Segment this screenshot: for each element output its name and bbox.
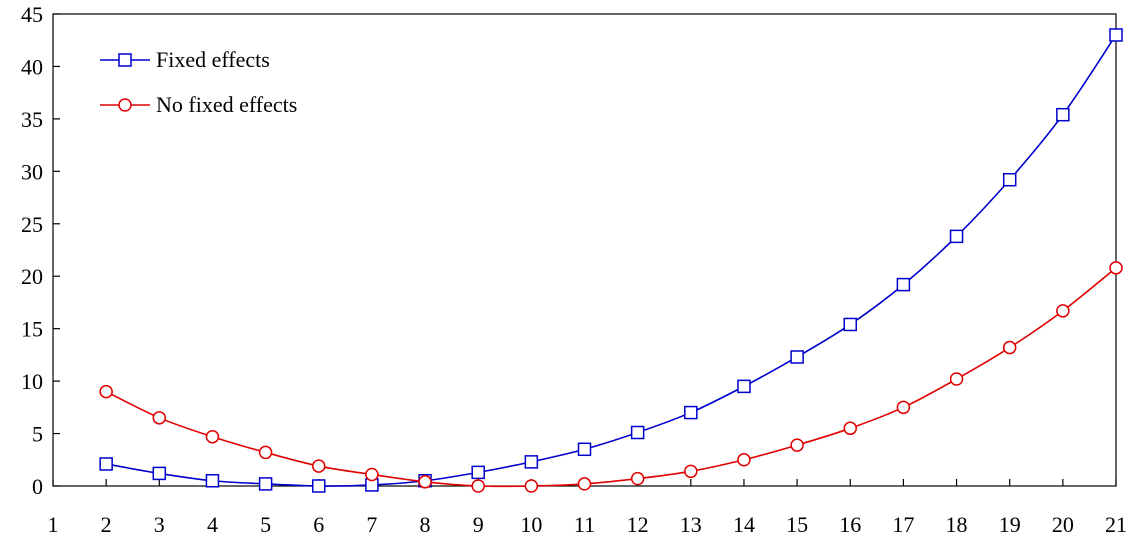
- x-tick-label: 14: [733, 512, 755, 537]
- y-tick-label: 45: [21, 2, 43, 27]
- legend-marker-square: [118, 53, 132, 67]
- data-point-square: [790, 350, 804, 364]
- data-point-circle: [524, 479, 539, 493]
- data-point-square: [99, 457, 113, 471]
- legend-entry-2: No fixed effects: [100, 92, 297, 117]
- x-tick-label: 4: [207, 512, 218, 537]
- data-point-circle: [312, 459, 326, 473]
- data-point-square: [205, 474, 220, 488]
- data-point-circle: [1056, 304, 1070, 318]
- data-point-circle: [790, 438, 804, 452]
- data-point-square: [737, 379, 751, 394]
- series-layer: [99, 28, 1123, 493]
- legend-label: No fixed effects: [156, 92, 297, 117]
- x-tick-label: 12: [627, 512, 649, 537]
- x-tick-label: 1: [48, 512, 59, 537]
- data-point-circle: [205, 429, 220, 444]
- series-2: [99, 261, 1123, 493]
- data-point-circle: [1109, 261, 1123, 275]
- x-tick-label: 20: [1052, 512, 1074, 537]
- x-tick-label: 19: [999, 512, 1021, 537]
- data-point-circle: [99, 384, 113, 399]
- y-tick-label: 20: [21, 264, 43, 289]
- legend-entry-1: Fixed effects: [100, 47, 270, 72]
- y-tick-label: 25: [21, 212, 43, 237]
- data-point-square: [524, 455, 539, 469]
- x-tick-label: 10: [520, 512, 542, 537]
- data-point-square: [312, 479, 326, 493]
- y-tick-label: 40: [21, 54, 43, 79]
- x-tick-label: 15: [786, 512, 808, 537]
- data-point-circle: [630, 471, 645, 486]
- data-point-square: [630, 425, 645, 440]
- data-point-circle: [365, 467, 379, 482]
- plot-frame: [52, 13, 1117, 487]
- data-point-circle: [1002, 340, 1017, 355]
- data-point-square: [1002, 172, 1017, 187]
- data-point-square: [843, 317, 857, 332]
- x-tick-label: 13: [680, 512, 702, 537]
- data-point-square: [258, 477, 273, 491]
- x-tick-label: 5: [260, 512, 271, 537]
- data-point-square: [896, 277, 911, 292]
- x-tick-label: 21: [1105, 512, 1127, 537]
- x-axis: 1 2 3 4 5 6 7 8 9 10 11 12 13 14 15 16 17 18 19 20 21: [48, 479, 1127, 537]
- data-point-square: [1109, 28, 1123, 42]
- data-point-square: [152, 466, 167, 481]
- data-point-square: [1056, 107, 1070, 122]
- legend-marker-circle: [118, 98, 132, 112]
- data-point-square: [577, 442, 592, 457]
- data-point-circle: [152, 411, 167, 425]
- y-tick-label: 30: [21, 159, 43, 184]
- data-point-circle: [896, 400, 911, 415]
- legend: Fixed effects No fixed effects: [100, 47, 297, 117]
- y-axis: 0 5 10 15 20 25 30 35 40 45: [21, 2, 60, 499]
- data-point-circle: [737, 453, 751, 467]
- data-point-square: [471, 465, 485, 480]
- x-tick-label: 7: [366, 512, 377, 537]
- x-tick-label: 6: [313, 512, 324, 537]
- x-tick-label: 2: [101, 512, 112, 537]
- y-tick-label: 15: [21, 317, 43, 342]
- data-point-square: [949, 229, 964, 244]
- data-point-circle: [418, 475, 432, 489]
- series-line: [105, 267, 1117, 488]
- data-point-circle: [258, 445, 273, 460]
- data-point-circle: [684, 464, 698, 479]
- y-tick-label: 10: [21, 369, 43, 394]
- data-point-circle: [949, 372, 964, 386]
- x-tick-label: 18: [946, 512, 968, 537]
- legend-label: Fixed effects: [156, 47, 270, 72]
- data-point-square: [684, 405, 698, 420]
- x-tick-label: 9: [473, 512, 484, 537]
- data-point-circle: [577, 477, 592, 491]
- x-tick-label: 3: [154, 512, 165, 537]
- y-tick-label: 5: [32, 422, 43, 447]
- data-point-circle: [843, 421, 857, 436]
- y-tick-label: 0: [32, 474, 43, 499]
- data-point-circle: [471, 479, 485, 493]
- x-tick-label: 11: [574, 512, 595, 537]
- y-tick-label: 35: [21, 107, 43, 132]
- x-tick-label: 16: [839, 512, 861, 537]
- x-tick-label: 8: [420, 512, 431, 537]
- x-tick-label: 17: [892, 512, 914, 537]
